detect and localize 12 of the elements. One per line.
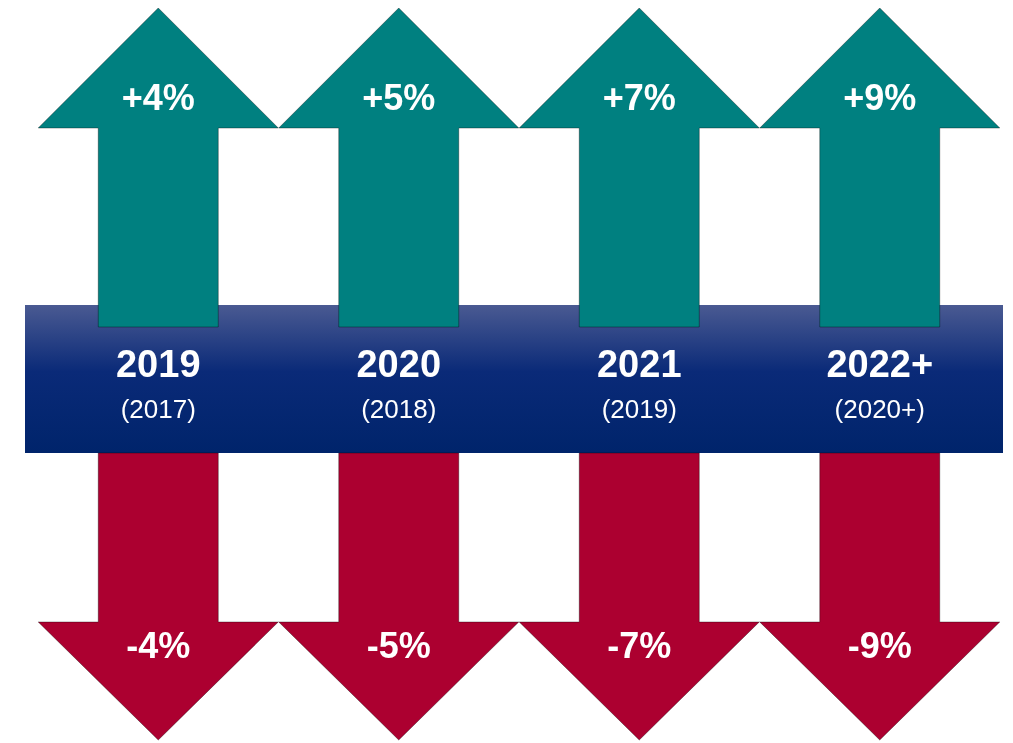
data-label: +7% bbox=[602, 76, 676, 118]
category-label: 2022+ (2020+) bbox=[826, 343, 934, 425]
category-label: 2021 (2019) bbox=[596, 343, 682, 425]
data-label: -7% bbox=[607, 624, 672, 666]
data-label: -5% bbox=[366, 624, 431, 666]
category-label: 2019 (2017) bbox=[115, 343, 201, 425]
data-label: -9% bbox=[847, 624, 912, 666]
data-label: +4% bbox=[121, 76, 195, 118]
category-label: 2020 (2018) bbox=[356, 343, 442, 425]
data-label: +9% bbox=[843, 76, 917, 118]
data-label: +5% bbox=[362, 76, 436, 118]
data-label: -4% bbox=[126, 624, 191, 666]
